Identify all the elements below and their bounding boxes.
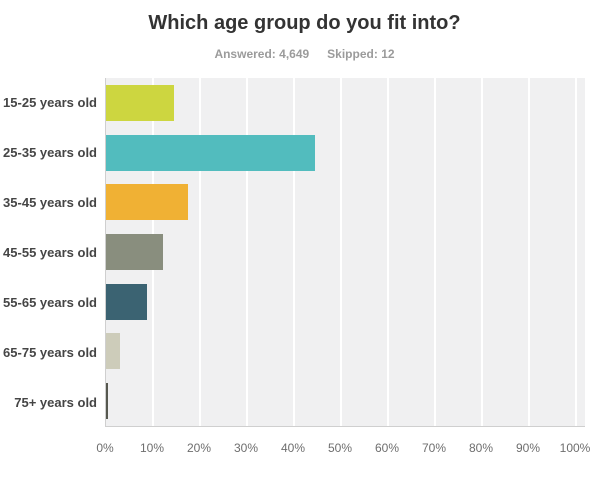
category-label: 75+ years old xyxy=(14,394,97,410)
bar-series xyxy=(106,78,585,426)
bar-row xyxy=(106,128,585,178)
category-label-row: 65-75 years old xyxy=(0,327,97,377)
bar-45-55-years-old xyxy=(106,234,164,271)
category-label: 45-55 years old xyxy=(3,245,97,260)
x-tick-label: 40% xyxy=(280,441,306,455)
x-tick-label: 70% xyxy=(421,441,447,455)
category-label: 55-65 years old xyxy=(3,294,97,310)
category-label-row: 35-45 years old xyxy=(0,178,97,228)
category-label-row: 75+ years old xyxy=(0,377,97,427)
gridline xyxy=(340,78,342,426)
x-tick-label: 90% xyxy=(515,441,541,455)
gridline xyxy=(199,78,201,426)
category-axis: 15-25 years old 25-35 years old 35-45 year… xyxy=(0,78,97,427)
category-label-row: 25-35 years old xyxy=(0,128,97,178)
category-label-row: 15-25 years old xyxy=(0,78,97,128)
x-tick-label: 0% xyxy=(96,441,114,455)
chart-subtitle: Answered: 4,649 Skipped: 12 xyxy=(0,47,609,61)
bar-row xyxy=(106,277,585,327)
percent-axis: 0% 10% 20% 30% 40% 50% 60% 70% 80% 90% 100% xyxy=(0,441,609,457)
category-label-row: 45-55 years old xyxy=(0,228,97,278)
bar-row xyxy=(106,376,585,426)
bar-55-65-years-old xyxy=(106,283,147,320)
x-tick-label: 60% xyxy=(374,441,400,455)
x-tick-label: 50% xyxy=(327,441,353,455)
bar-35-45-years-old xyxy=(106,184,188,221)
answered-label: Answered: xyxy=(214,47,276,61)
gridline xyxy=(293,78,295,426)
gridline xyxy=(434,78,436,426)
chart-title: Which age group do you fit into? xyxy=(148,12,461,34)
bar-25-35-years-old xyxy=(106,134,316,171)
bar-row xyxy=(106,78,585,128)
gridline xyxy=(246,78,248,426)
x-tick-label: 10% xyxy=(139,441,165,455)
x-tick-label: 20% xyxy=(186,441,212,455)
category-label: 15-25 years old xyxy=(3,95,97,111)
skipped-stat: Skipped: 12 xyxy=(327,47,394,61)
x-tick-label: 100% xyxy=(559,441,591,455)
gridline xyxy=(387,78,389,426)
gridline xyxy=(528,78,530,426)
gridline xyxy=(575,78,577,426)
bar-row xyxy=(106,227,585,277)
answered-stat: Answered: 4,649 xyxy=(214,47,309,61)
category-label: 65-75 years old xyxy=(3,344,97,360)
category-label-row: 55-65 years old xyxy=(0,277,97,327)
bar-65-75-years-old xyxy=(106,333,121,370)
bar-row xyxy=(106,327,585,377)
bar-15-25-years-old xyxy=(106,84,175,121)
skipped-value: 12 xyxy=(381,47,395,61)
bar-row xyxy=(106,177,585,227)
gridline xyxy=(481,78,483,426)
skipped-label: Skipped: xyxy=(327,47,378,61)
x-tick-label: 80% xyxy=(468,441,494,455)
bar-75+-years-old xyxy=(106,383,108,420)
category-label: 35-45 years old xyxy=(3,195,97,211)
plot-area xyxy=(105,78,585,427)
category-label: 25-35 years old xyxy=(3,145,97,161)
x-tick-label: 30% xyxy=(233,441,259,455)
answered-value: 4,649 xyxy=(279,47,310,61)
